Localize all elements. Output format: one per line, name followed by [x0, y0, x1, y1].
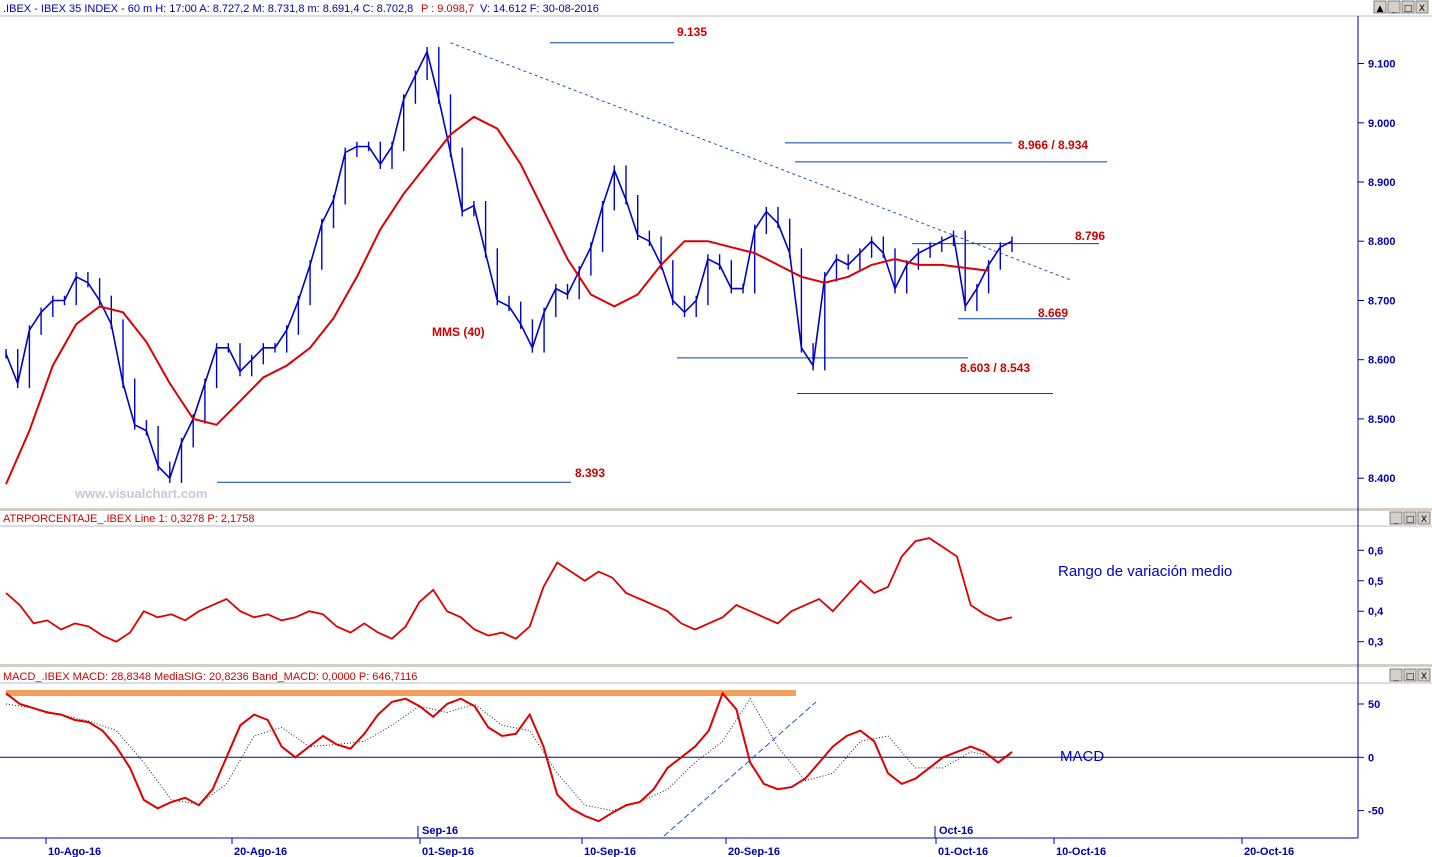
window-button-glyph: X	[1419, 4, 1425, 14]
window-button-frame	[1403, 668, 1417, 682]
x-tick-label: 01-Sep-16	[422, 846, 474, 857]
x-tick-label: 20-Oct-16	[1244, 846, 1294, 857]
price-level-lines	[217, 42, 1107, 483]
x-axis: 10-Ago-16 20-Ago-16 01-Sep-16 10-Sep-16 20-S…	[0, 825, 1358, 857]
close-button[interactable]: X	[1417, 511, 1431, 525]
macd-tick-label: -50	[1368, 806, 1384, 818]
window-button-glyph: X	[1421, 672, 1427, 682]
level-label-8393: 8.393	[575, 466, 605, 480]
close-button[interactable]: X	[1417, 668, 1431, 682]
window-button-glyph: _	[1393, 672, 1399, 682]
x-axis-ticks: 10-Ago-16 20-Ago-16 01-Sep-16 10-Sep-16 20-S…	[45, 825, 1294, 857]
macd-signal-line	[5, 697, 1013, 812]
price-series	[5, 47, 1013, 485]
atr-panel: ATRPORCENTAJE_.IBEX Line 1: 0,3278 P: 2,…	[0, 513, 1432, 649]
atr-series	[5, 537, 1013, 643]
window-button-frame	[1401, 0, 1415, 14]
window-button-frame	[1417, 511, 1431, 525]
y-tick-label: 8.600	[1368, 355, 1396, 367]
y-tick-label: 9.000	[1368, 118, 1396, 130]
price-header-tail: V: 14.612 F: 30-08-2016	[480, 3, 599, 15]
level-label-8669: 8.669	[1038, 306, 1068, 320]
level-label-9135: 9.135	[677, 25, 707, 39]
window-button-frame	[1373, 0, 1387, 14]
macd-panel: MACD_.IBEX MACD: 28,8348 MediaSIG: 20,82…	[0, 671, 1432, 837]
moving-average-line	[5, 115, 989, 485]
window-button-frame	[1389, 668, 1403, 682]
window-button-glyph: □	[1406, 672, 1415, 682]
macd-header: MACD_.IBEX MACD: 28,8348 MediaSIG: 20,82…	[3, 671, 417, 683]
level-label-8603-8543: 8.603 / 8.543	[960, 361, 1030, 375]
atr-note: Rango de variación medio	[1058, 563, 1232, 580]
close-button[interactable]: X	[1415, 0, 1429, 14]
atr-tick-label: 0,3	[1368, 637, 1383, 649]
window-button-glyph: _	[1391, 4, 1397, 14]
window-button-frame	[1415, 0, 1429, 14]
minimize-button[interactable]: _	[1387, 0, 1401, 14]
x-tick-label: 01-Oct-16	[938, 846, 988, 857]
ma-label: MMS (40)	[432, 325, 485, 339]
price-panel: .IBEX - IBEX 35 INDEX - 60 m H: 17:00 A:…	[0, 0, 1432, 508]
y-tick-label: 8.400	[1368, 473, 1396, 485]
restore-button[interactable]: □	[1403, 668, 1417, 682]
window-button-glyph: X	[1421, 515, 1427, 525]
macd-series	[0, 690, 1358, 837]
window-button-glyph: □	[1406, 515, 1415, 525]
atr-tick-label: 0,6	[1368, 545, 1383, 557]
scroll-up-button[interactable]: ▲	[1373, 0, 1387, 14]
restore-button[interactable]: □	[1403, 511, 1417, 525]
atr-line	[5, 537, 1013, 643]
month-label: Oct-16	[939, 825, 973, 837]
month-label: Sep-16	[422, 825, 458, 837]
y-tick-label: 8.700	[1368, 296, 1396, 308]
price-header-p: P : 9.098,7	[421, 3, 474, 15]
y-tick-label: 8.500	[1368, 414, 1396, 426]
price-header: .IBEX - IBEX 35 INDEX - 60 m H: 17:00 A:…	[3, 3, 413, 15]
x-tick-label: 10-Ago-16	[48, 846, 101, 857]
macd-trend-line	[663, 701, 817, 837]
window-button-frame	[1387, 0, 1401, 14]
window-button-frame	[1403, 511, 1417, 525]
watermark: www.visualchart.com	[74, 486, 207, 501]
x-tick-label: 20-Sep-16	[728, 846, 780, 857]
level-label-8796: 8.796	[1075, 229, 1105, 243]
price-y-axis: 9.100 9.000 8.900 8.800 8.700 8.600 8.500 8.400	[1358, 59, 1396, 485]
level-label-8966-8934: 8.966 / 8.934	[1018, 138, 1088, 152]
atr-tick-label: 0,4	[1368, 606, 1384, 618]
atr-tick-label: 0,5	[1368, 576, 1383, 588]
atr-header: ATRPORCENTAJE_.IBEX Line 1: 0,3278 P: 2,…	[3, 513, 255, 525]
window-button-glyph: ▲	[1377, 4, 1384, 14]
macd-tick-label: 0	[1368, 752, 1374, 764]
panel-divider-1	[0, 508, 1432, 511]
macd-tick-label: 50	[1368, 699, 1380, 711]
x-tick-label: 20-Ago-16	[234, 846, 287, 857]
panel-divider-2	[0, 664, 1432, 667]
price-close-line	[5, 49, 1013, 480]
y-tick-label: 9.100	[1368, 59, 1396, 71]
macd-line	[5, 691, 1013, 823]
y-tick-label: 8.800	[1368, 236, 1396, 248]
atr-y-axis: 0,6 0,5 0,4 0,3	[1358, 545, 1384, 649]
macd-y-axis: 50 0 -50	[1358, 699, 1384, 818]
restore-button[interactable]: □	[1401, 0, 1415, 14]
window-button-glyph: □	[1404, 4, 1413, 14]
x-tick-label: 10-Oct-16	[1056, 846, 1106, 857]
macd-note: MACD	[1060, 748, 1104, 765]
window-buttons: ▲ _ □ X _ □ X _ □ X	[1373, 0, 1431, 682]
minimize-button[interactable]: _	[1389, 668, 1403, 682]
price-panel-bg	[0, 0, 1358, 508]
window-button-glyph: _	[1393, 515, 1399, 525]
y-tick-label: 8.900	[1368, 177, 1396, 189]
macd-highlight-band	[6, 690, 796, 696]
downtrend-line	[450, 42, 1071, 281]
minimize-button[interactable]: _	[1389, 511, 1403, 525]
window-button-frame	[1417, 668, 1431, 682]
window-button-frame	[1389, 511, 1403, 525]
x-tick-label: 10-Sep-16	[584, 846, 636, 857]
